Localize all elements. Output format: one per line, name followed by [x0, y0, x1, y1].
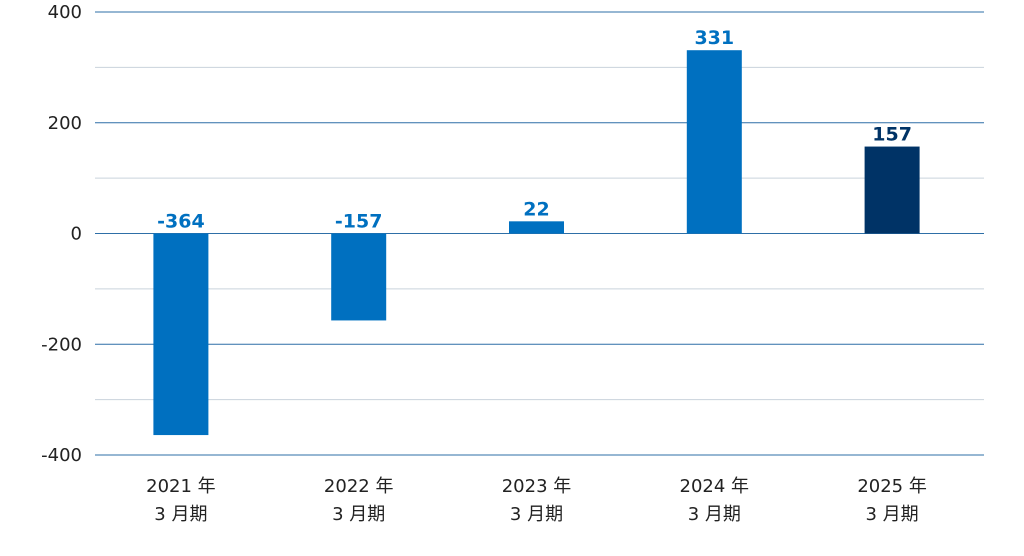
- data-label: -157: [335, 211, 383, 233]
- bar: [153, 233, 209, 436]
- bar: [686, 50, 742, 234]
- data-labels: -364 -157 22 331 157: [157, 27, 912, 232]
- data-label: 157: [872, 124, 912, 146]
- bar: [331, 233, 387, 321]
- x-category-label: 2021 年: [146, 476, 216, 497]
- x-category-label: 2025 年: [857, 476, 927, 497]
- x-category-label: 3 月期: [688, 504, 741, 525]
- y-tick-label: -400: [41, 445, 82, 466]
- data-label: 22: [523, 198, 549, 220]
- y-axis-tick-labels: 400 200 0 -200 -400: [41, 2, 82, 466]
- y-tick-label: 200: [48, 113, 82, 134]
- x-category-label: 3 月期: [154, 504, 207, 525]
- minor-gridlines: [95, 66, 984, 401]
- bars: [153, 50, 920, 436]
- y-tick-label: -200: [41, 334, 82, 355]
- x-category-label: 3 月期: [332, 504, 385, 525]
- x-axis-category-labels: 2021 年 3 月期 2022 年 3 月期 2023 年 3 月期 2024 年 3 月期…: [146, 476, 927, 525]
- x-category-label: 3 月期: [510, 504, 563, 525]
- x-category-label: 2022 年: [324, 476, 394, 497]
- bar: [864, 146, 920, 234]
- data-label: -364: [157, 211, 205, 233]
- x-category-label: 2023 年: [502, 476, 572, 497]
- data-label: 331: [694, 27, 734, 49]
- x-category-label: 2024 年: [680, 476, 750, 497]
- x-category-label: 3 月期: [866, 504, 919, 525]
- bar: [509, 221, 564, 234]
- y-tick-label: 400: [48, 2, 82, 23]
- y-tick-label: 0: [71, 224, 82, 245]
